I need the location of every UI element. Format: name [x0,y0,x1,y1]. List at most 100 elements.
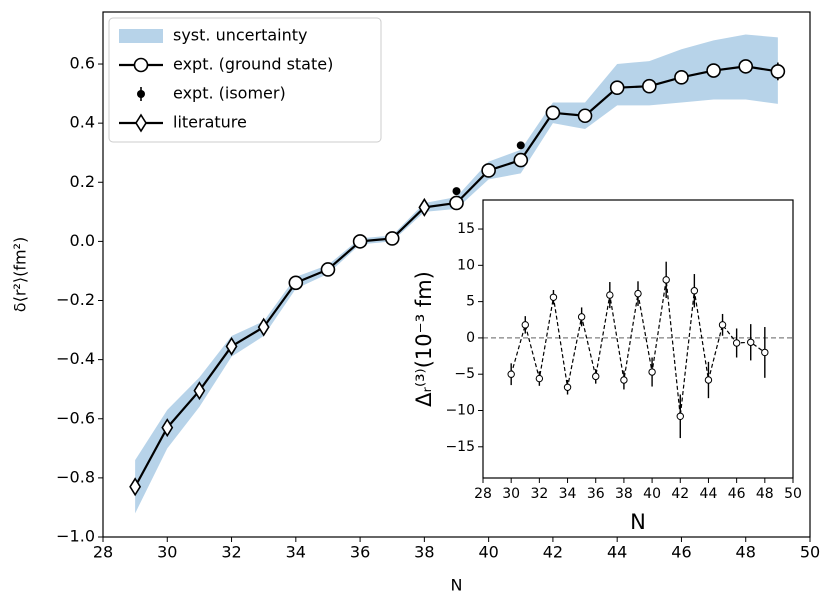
marker-circle [704,376,713,384]
marker-diamond [161,418,174,438]
x-tick-label: 32 [530,486,548,502]
x-tick-label: 38 [414,543,434,562]
marker-circle [513,152,529,168]
marker-circle [521,321,529,329]
x-tick-label: 30 [157,543,177,562]
marker-circle [592,372,600,381]
connector [134,427,169,488]
marker-circle [634,289,642,298]
marker-circle [449,195,464,211]
x-axis-label: N [630,510,646,534]
x-tick-label: 38 [615,486,633,502]
x-tick-label: 40 [478,543,498,562]
x-tick-label: 36 [587,486,605,502]
x-tick-label: 34 [286,543,306,562]
y-tick-label: 5 [466,294,475,310]
x-tick-label: 44 [607,543,627,562]
y-tick-label: −10 [445,402,475,418]
x-tick-label: 42 [671,486,689,502]
marker-circle [609,80,625,95]
y-tick-label: −0.2 [56,290,95,309]
marker-circle [620,376,628,384]
x-tick-label: 42 [543,543,563,562]
legend-label: expt. (ground state) [173,55,333,74]
legend-marker [135,113,147,133]
marker-circle [718,321,727,329]
marker-circle [507,370,515,378]
marker-circle [706,63,721,78]
y-tick-label: −5 [454,366,475,382]
legend-swatch [119,29,163,43]
marker-circle [738,59,754,74]
marker-circle [648,368,656,376]
y-tick-label: 15 [457,221,475,237]
marker-circle [662,276,670,284]
x-tick-label: 32 [221,543,241,562]
x-tick-label: 50 [800,543,820,562]
marker-dot [452,187,461,196]
marker-circle [577,313,586,321]
y-tick-label: 0.6 [70,54,95,73]
plot-frame [482,199,794,479]
marker-diamond [418,197,431,217]
marker-circle [690,287,699,295]
x-tick-label: 30 [502,486,520,502]
marker-circle [577,108,593,124]
marker-circle [535,374,544,383]
y-axis-label: Δᵣ⁽³⁾(10⁻³ fm) [412,271,436,407]
marker-circle [674,70,689,85]
marker-diamond [129,477,142,497]
legend-box [108,17,382,143]
marker-diamond [225,336,238,356]
x-tick-label: 28 [474,486,492,502]
y-tick-label: 0.2 [70,172,95,191]
marker-circle [288,275,304,291]
x-axis-label: N [451,576,463,595]
connector [391,206,426,240]
connector [262,282,297,328]
y-tick-label: −0.8 [56,467,95,486]
marker-circle [642,78,657,94]
legend-label: expt. (isomer) [173,84,286,103]
marker-circle [549,293,558,301]
marker-circle [481,163,496,178]
x-tick-label: 28 [93,543,113,562]
marker-circle [384,231,400,246]
marker-circle [732,339,741,347]
connector [455,169,490,204]
x-tick-label: 46 [728,486,746,502]
legend-label: literature [173,113,247,132]
plot-frame [102,11,811,538]
x-tick-label: 48 [736,543,756,562]
marker-circle [761,348,769,357]
x-tick-label: 34 [559,486,577,502]
connector [230,326,265,348]
marker-circle [606,291,614,299]
plot-area [483,200,793,478]
x-tick-label: 40 [643,486,661,502]
marker-circle [320,262,336,277]
legend-marker [133,57,149,73]
y-tick-label: −15 [445,439,475,455]
x-tick-label: 46 [671,543,691,562]
y-tick-label: 0.0 [70,231,95,250]
x-tick-label: 44 [700,486,718,502]
marker-dot [516,141,525,150]
marker-circle [747,338,755,346]
y-tick-label: 0 [466,330,475,346]
y-tick-label: −0.4 [56,349,95,368]
y-tick-label: 10 [457,257,475,273]
y-tick-label: 0.4 [70,113,95,132]
connector [519,112,554,161]
marker-circle [676,412,684,421]
legend-label: syst. uncertainty [173,26,308,45]
y-tick-label: −0.6 [56,408,95,427]
marker-circle [563,383,572,391]
connector [166,389,201,429]
x-tick-label: 50 [784,486,802,502]
marker-diamond [257,317,270,337]
x-tick-label: 48 [756,486,774,502]
x-tick-label: 36 [350,543,370,562]
y-tick-label: −1.0 [56,527,95,546]
